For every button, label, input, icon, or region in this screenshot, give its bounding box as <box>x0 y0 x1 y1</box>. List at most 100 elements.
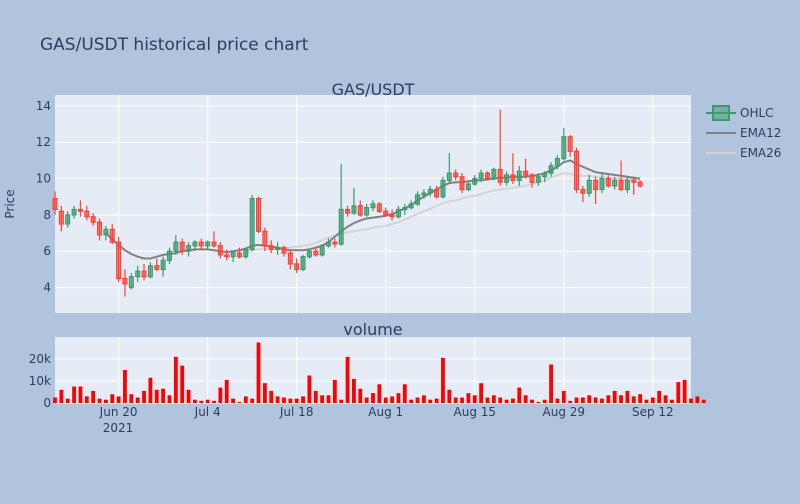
volume-bar <box>523 395 528 403</box>
price-subplot-title: GAS/USDT <box>332 80 415 99</box>
candle-body <box>300 256 306 270</box>
candle-body <box>459 176 465 191</box>
candle-down <box>389 209 395 221</box>
candle-body <box>408 203 414 209</box>
candle-body <box>465 183 471 191</box>
volume-bar <box>402 384 407 403</box>
legend-item-ema12[interactable]: EMA12 <box>706 126 781 140</box>
candle-up <box>160 256 166 277</box>
candle-up <box>65 211 71 228</box>
candle-body <box>504 174 510 183</box>
volume-bars <box>53 342 706 403</box>
candle-down <box>313 247 319 257</box>
volume-bar <box>301 396 305 403</box>
candle-body <box>523 170 529 176</box>
candle-up <box>491 167 497 181</box>
candle-body <box>351 205 357 214</box>
candle-body <box>141 270 147 278</box>
volume-bar <box>511 398 515 403</box>
volume-bar <box>307 375 312 403</box>
volume-bar <box>116 396 121 403</box>
candle-up <box>351 187 357 215</box>
x-tick-label: Aug 29 <box>543 405 586 419</box>
candle-body <box>554 157 560 167</box>
volume-bar <box>180 365 185 403</box>
volume-bar <box>262 383 267 403</box>
legend-ema26-label: EMA26 <box>740 146 781 160</box>
volume-bar <box>536 401 541 403</box>
volume-bar <box>619 395 623 403</box>
volume-bar <box>409 399 414 403</box>
candle-up <box>230 251 236 263</box>
volume-bar <box>224 379 229 403</box>
volume-bar <box>383 397 388 403</box>
candle-down <box>383 207 389 217</box>
candle-body <box>294 263 300 271</box>
candle-up <box>173 234 179 255</box>
x-axis: Jun 20 Jul 4 Jul 18 Aug 1 Aug 15 Aug 29 Sep 12 <box>99 405 674 419</box>
candle-up <box>554 154 560 170</box>
volume-y-axis: 0 10k 20k <box>29 352 51 410</box>
candle-body <box>97 221 103 236</box>
candle-body <box>147 265 153 278</box>
volume-bar <box>479 383 484 403</box>
candle-body <box>249 197 255 251</box>
volume-bar <box>205 399 210 403</box>
volume-bar <box>663 395 668 403</box>
candle-up <box>205 240 211 250</box>
candle-body <box>637 181 643 187</box>
volume-bar <box>294 398 299 403</box>
candle-body <box>497 168 503 183</box>
candle-body <box>84 210 90 218</box>
candle-up <box>243 247 249 259</box>
volume-bar <box>358 388 363 403</box>
candle-body <box>548 165 554 174</box>
volume-bar <box>396 393 401 403</box>
candle-up <box>415 191 421 206</box>
candle-down <box>217 242 223 259</box>
legend-item-ohlc[interactable]: OHLC <box>706 105 774 121</box>
candle-down <box>97 218 103 241</box>
candle-down <box>484 171 490 181</box>
candle-up <box>561 127 567 161</box>
candle-body <box>574 150 580 191</box>
candle-body <box>618 179 624 191</box>
candle-body <box>224 254 230 258</box>
volume-grid <box>55 337 691 404</box>
candle-body <box>71 208 77 216</box>
candle-up <box>624 176 630 194</box>
candle-body <box>325 241 331 247</box>
volume-bar <box>574 397 579 403</box>
volume-bar <box>421 395 426 403</box>
candle-down <box>593 176 599 204</box>
candle-up <box>542 171 548 183</box>
volume-bar <box>243 396 248 403</box>
candle-up <box>612 176 618 190</box>
x-tick-label: Aug 1 <box>368 405 403 419</box>
candle-down <box>434 185 440 199</box>
candle-body <box>122 277 128 285</box>
legend-ohlc-label: OHLC <box>740 106 774 120</box>
x-tick-label: Jul 4 <box>194 405 221 419</box>
candle-body <box>109 228 115 243</box>
candle-layer <box>52 109 643 297</box>
legend[interactable]: OHLC EMA12 EMA26 <box>706 105 781 160</box>
candle-body <box>243 248 249 258</box>
volume-bar <box>542 399 547 403</box>
candle-body <box>415 194 421 205</box>
volume-bar <box>313 390 318 403</box>
candle-down <box>580 185 586 203</box>
candle-body <box>631 179 637 183</box>
legend-item-ema26[interactable]: EMA26 <box>706 146 781 160</box>
legend-ema12-label: EMA12 <box>740 126 781 140</box>
volume-bar <box>110 394 115 403</box>
candle-body <box>52 197 58 211</box>
candle-body <box>103 228 109 236</box>
candle-up <box>135 265 141 283</box>
candle-up <box>516 165 522 186</box>
volume-tick-label: 10k <box>29 374 51 388</box>
candle-body <box>192 241 198 247</box>
candle-up <box>427 185 433 197</box>
candle-body <box>128 276 134 289</box>
